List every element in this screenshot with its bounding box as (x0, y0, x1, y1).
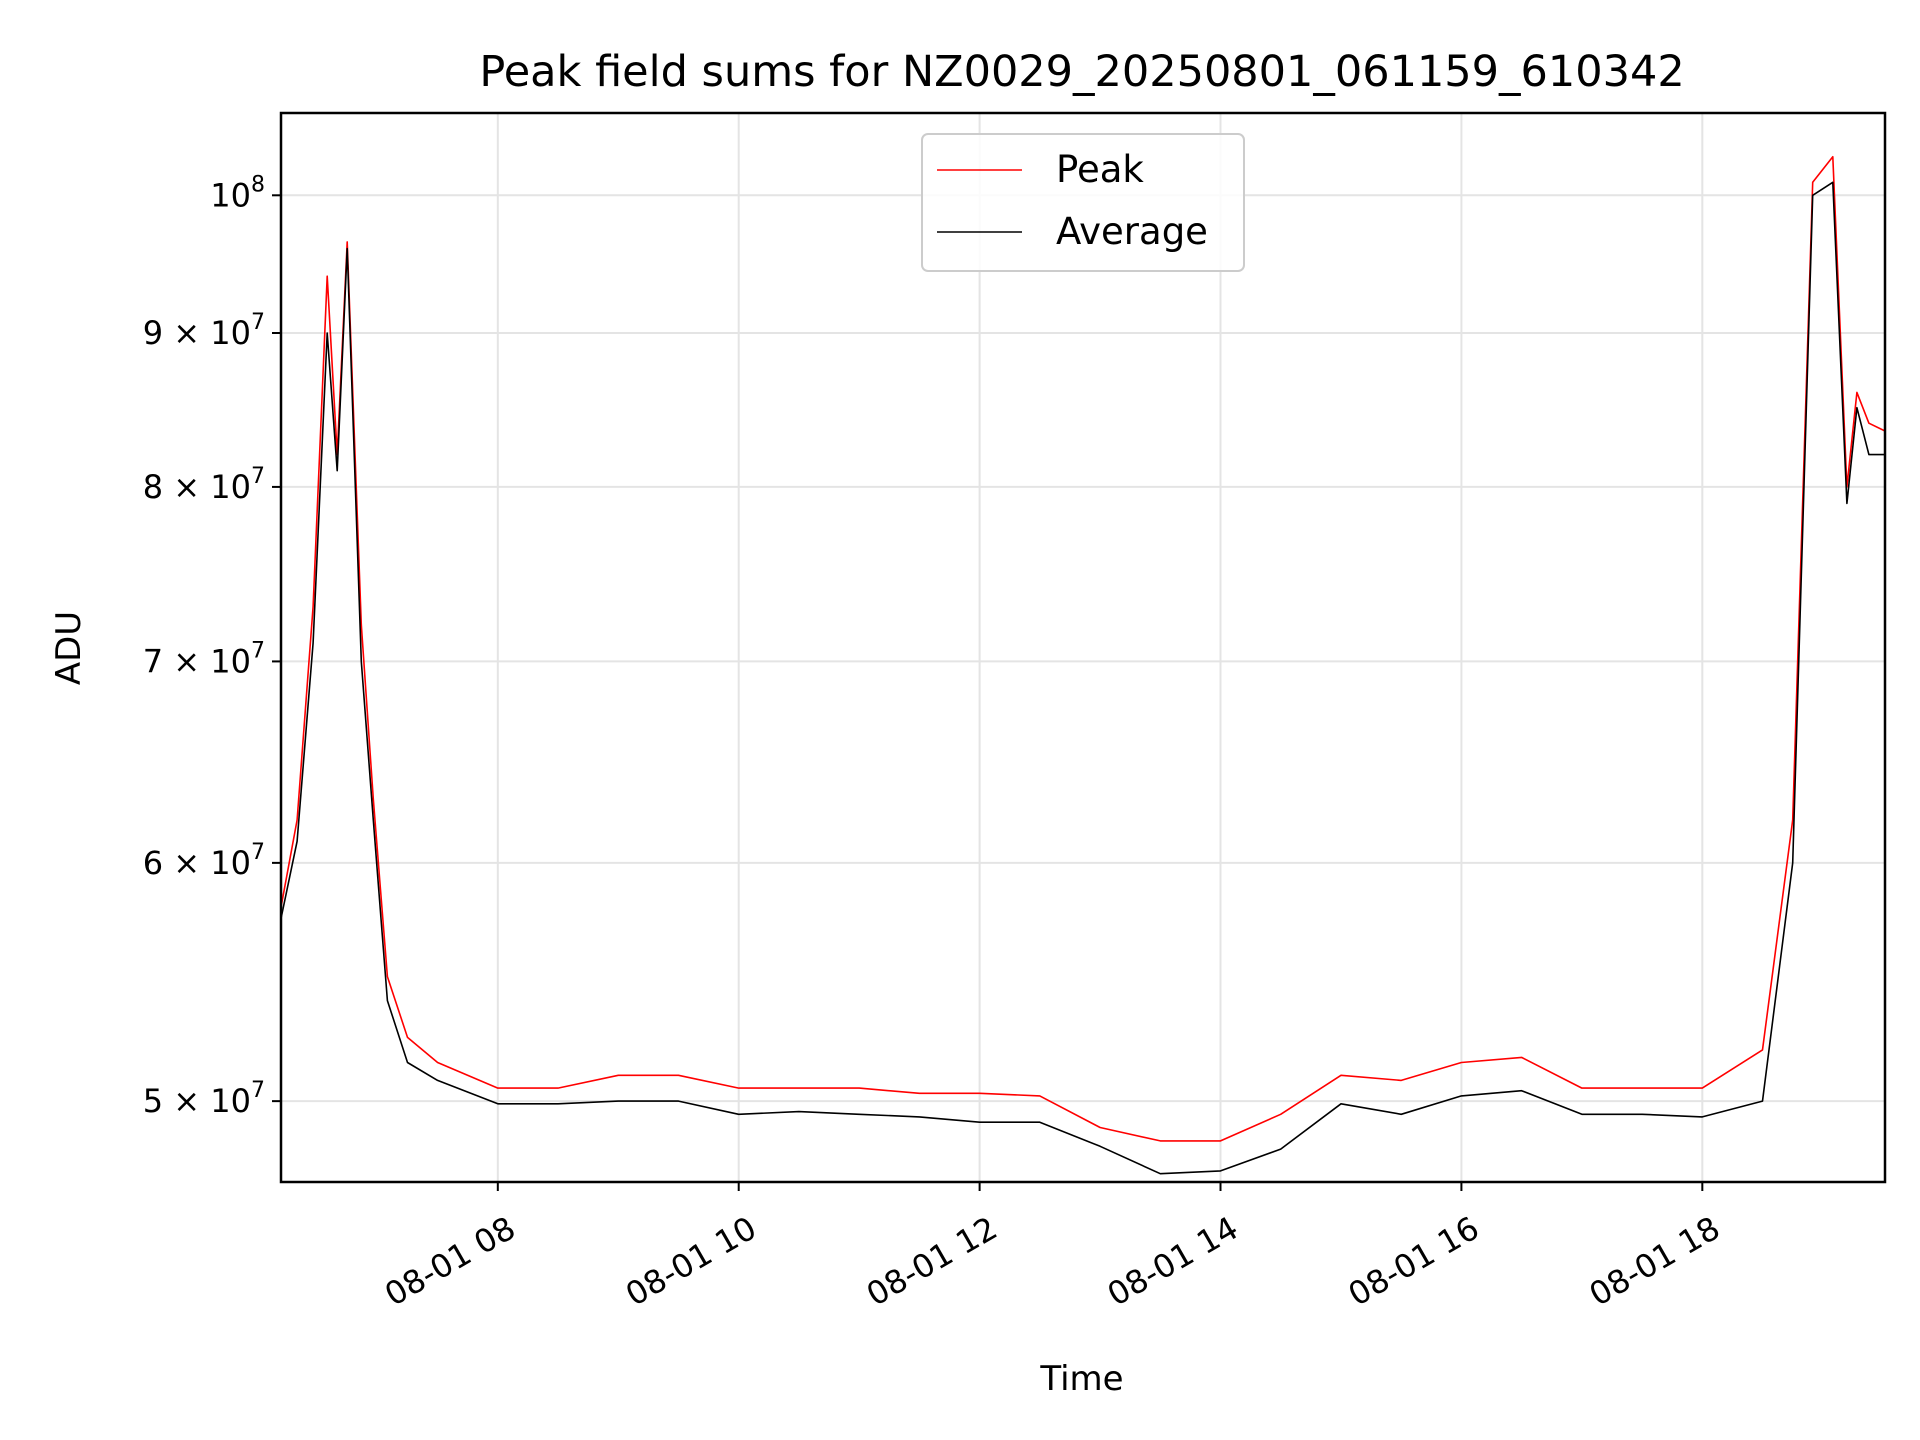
y-tick-label: 9 × 107 (143, 310, 265, 352)
plot-frame (279, 111, 1887, 1184)
legend: Peak Average (921, 133, 1245, 272)
grid (281, 113, 1885, 1182)
y-tick-label: 6 × 107 (143, 840, 265, 882)
y-tick-label: 7 × 107 (143, 638, 265, 680)
y-tick-label: 5 × 107 (143, 1078, 265, 1120)
y-axis-label: ADU (49, 611, 89, 685)
y-tick-label: 8 × 107 (143, 464, 265, 506)
y-tick-label: 108 (210, 172, 265, 214)
x-axis-label: Time (1039, 1359, 1123, 1399)
series-line-peak (280, 155, 1886, 1142)
legend-label-peak: Peak (1056, 148, 1144, 191)
series-layer (280, 155, 1886, 1175)
legend-box (921, 133, 1245, 272)
y-axis-ticks: 5 × 107 6 × 107 7 × 107 8 × 107 9 × 107 108 (143, 172, 281, 1120)
series-line-average (280, 181, 1885, 1175)
chart-title: Peak field sums for NZ0029_20250801_0611… (479, 47, 1684, 97)
legend-label-average: Average (1056, 210, 1208, 253)
